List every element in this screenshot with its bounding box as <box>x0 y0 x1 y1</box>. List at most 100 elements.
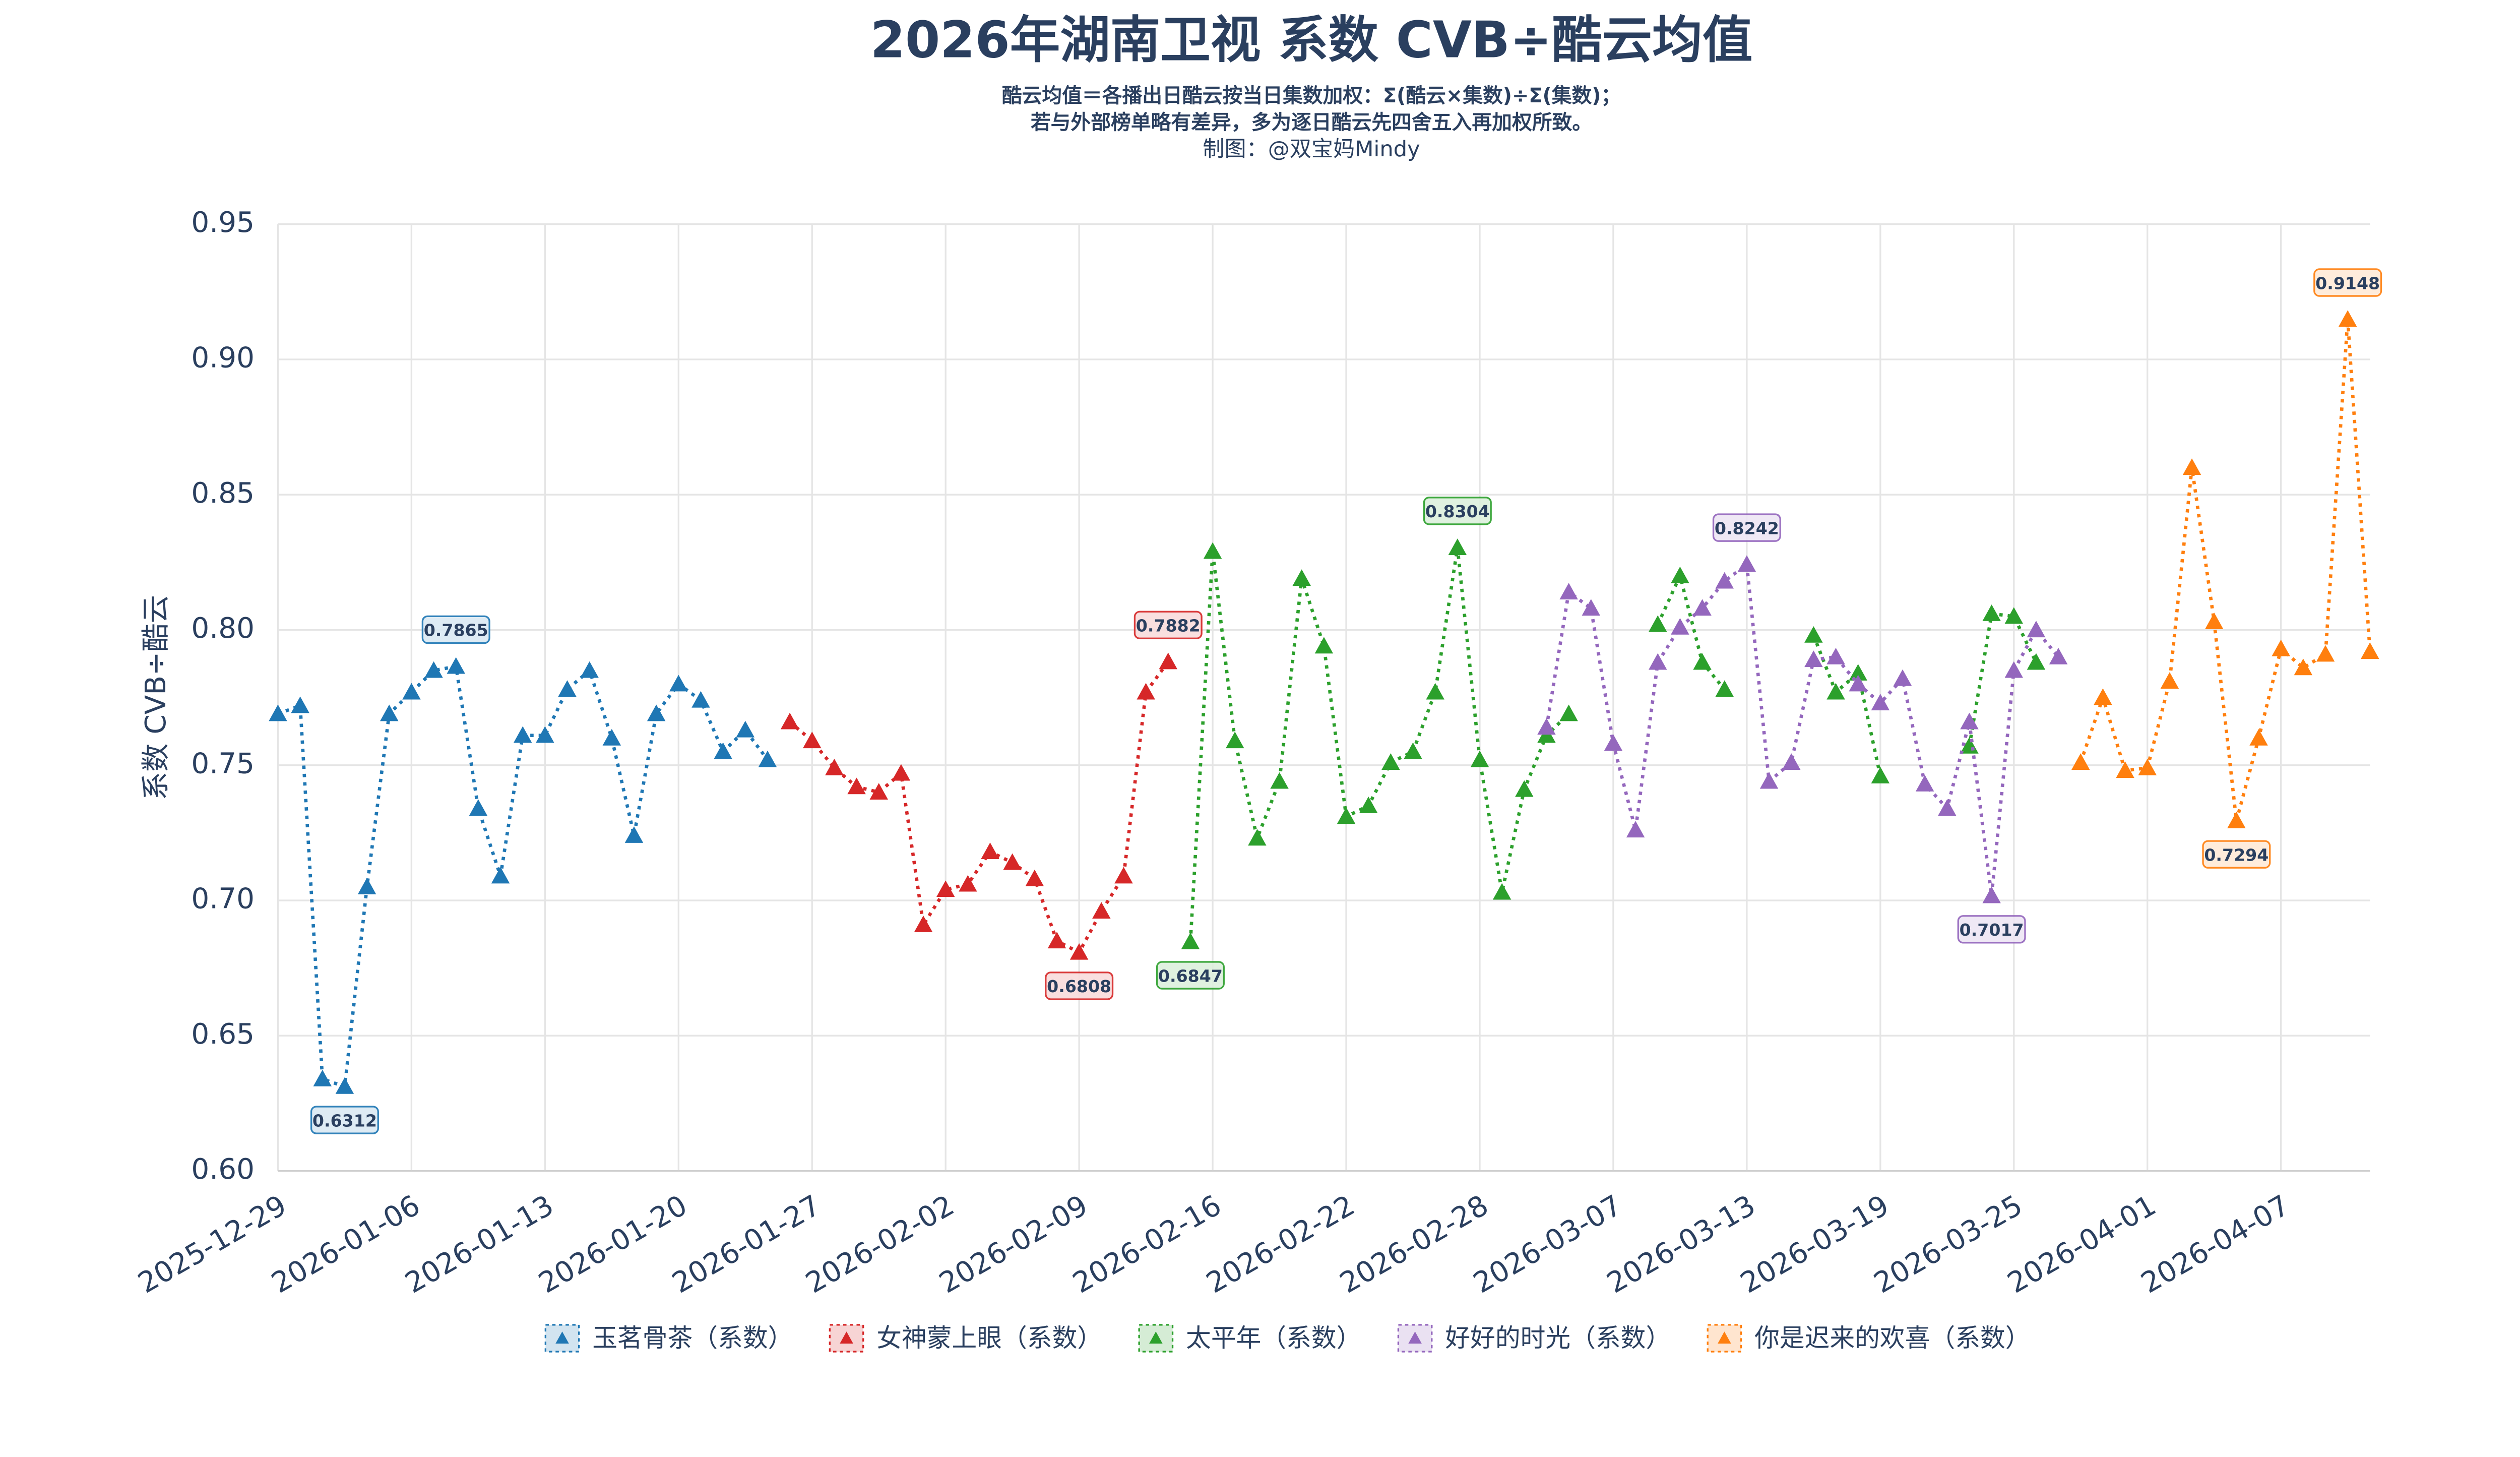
data-point <box>2249 728 2268 746</box>
data-point <box>269 704 287 721</box>
data-point <box>981 842 999 860</box>
data-label-tint <box>1135 612 1202 639</box>
legend-item[interactable]: 你是迟来的欢喜（系数） <box>1707 1323 2031 1353</box>
data-point <box>914 916 933 932</box>
data-point <box>1649 615 1667 632</box>
legend-label: 好好的时光（系数） <box>1445 1323 1671 1353</box>
data-point <box>2116 761 2134 778</box>
data-point <box>736 720 755 738</box>
y-tick-label: 0.60 <box>191 1153 255 1186</box>
data-point <box>936 880 955 897</box>
legend-item[interactable]: 好好的时光（系数） <box>1397 1323 1671 1353</box>
data-point <box>2316 645 2335 662</box>
data-label-box <box>310 1106 379 1134</box>
data-point <box>1826 683 1845 700</box>
data-label: 0.6847 <box>1158 966 1223 986</box>
legend-label: 太平年（系数） <box>1186 1323 1361 1353</box>
data-point <box>2204 613 2224 629</box>
data-label-tint <box>1713 514 1781 541</box>
data-label: 0.7294 <box>2204 845 2269 865</box>
data-label: 0.7865 <box>424 621 488 640</box>
data-point <box>803 732 822 749</box>
y-tick-label: 0.80 <box>191 612 255 645</box>
data-point <box>313 1069 332 1086</box>
data-point <box>1915 775 1934 792</box>
data-point <box>1537 718 1556 735</box>
data-point <box>1893 669 1912 686</box>
data-point <box>513 726 532 743</box>
data-point <box>959 875 977 892</box>
y-tick-label: 0.70 <box>191 883 255 916</box>
data-point <box>1759 772 1779 789</box>
data-point <box>1693 599 1712 616</box>
data-point <box>1804 626 1823 643</box>
credit: 制图：@双宝妈Mindy <box>1203 137 1420 162</box>
data-label-tint <box>1424 497 1491 524</box>
data-point <box>1092 902 1111 919</box>
data-label-box <box>1423 497 1492 525</box>
data-point <box>1804 650 1823 667</box>
data-point <box>1982 604 2001 621</box>
data-point <box>1003 853 1022 870</box>
data-point <box>1137 683 1155 700</box>
data-label: 0.8304 <box>1425 502 1490 521</box>
data-point <box>1715 680 1734 697</box>
data-label-tint <box>1958 916 2025 943</box>
data-point <box>2138 758 2157 775</box>
data-label-box <box>2202 840 2271 869</box>
data-point <box>1025 869 1044 886</box>
data-point <box>1671 566 1689 583</box>
data-point <box>1426 683 1444 700</box>
data-point <box>424 661 443 678</box>
data-label-tint <box>311 1107 379 1134</box>
data-point <box>624 826 644 843</box>
data-label-tint <box>1157 961 1224 989</box>
data-label-tint <box>2203 841 2270 868</box>
data-point <box>1226 732 1244 749</box>
data-point <box>2272 639 2290 656</box>
y-axis-title: 系数 CVB÷酷云 <box>140 595 172 800</box>
data-point <box>447 657 465 674</box>
data-point <box>1871 766 1890 783</box>
data-label: 0.7882 <box>1136 616 1201 636</box>
legend-item[interactable]: 太平年（系数） <box>1138 1323 1361 1353</box>
data-point <box>402 683 421 700</box>
data-label: 0.6312 <box>312 1111 377 1130</box>
legend-item[interactable]: 女神蒙上眼（系数） <box>829 1323 1102 1353</box>
legend-label: 女神蒙上眼（系数） <box>876 1323 1102 1353</box>
legend-item[interactable]: 玉茗骨茶（系数） <box>544 1323 793 1353</box>
data-label-box <box>1156 961 1225 990</box>
chart-title: 2026年湖南卫视 系数 CVB÷酷云均值 <box>870 12 1753 70</box>
data-label-tint <box>1045 972 1113 999</box>
data-point <box>491 867 510 884</box>
y-tick-label: 0.75 <box>191 747 255 780</box>
data-point <box>1248 829 1267 846</box>
data-point <box>1715 572 1734 589</box>
data-point <box>1559 583 1578 599</box>
data-label-box <box>1957 915 2026 944</box>
data-point <box>1693 653 1712 670</box>
legend-marker <box>555 1331 569 1344</box>
data-point <box>847 777 866 795</box>
data-point <box>2361 642 2379 659</box>
data-point <box>1826 647 1845 664</box>
data-point <box>1492 883 1511 900</box>
data-point <box>647 704 666 721</box>
data-point <box>1604 734 1623 751</box>
data-point <box>2004 661 2024 678</box>
data-point <box>780 712 799 730</box>
data-point <box>1626 821 1645 838</box>
data-label: 0.9148 <box>2315 273 2380 293</box>
data-point <box>1114 867 1133 884</box>
data-point <box>2004 607 2024 624</box>
data-label: 0.7017 <box>1960 920 2024 940</box>
legend-marker <box>1408 1331 1422 1344</box>
data-point <box>1871 694 1890 710</box>
data-point <box>335 1077 354 1094</box>
subtitle: 酷云均值＝各播出日酷云按当日集数加权：Σ(酷云×集数)÷Σ(集数)； <box>1002 84 1621 107</box>
legend-marker <box>840 1331 853 1344</box>
legend-label: 玉茗骨茶（系数） <box>592 1323 793 1353</box>
data-point <box>380 704 399 721</box>
